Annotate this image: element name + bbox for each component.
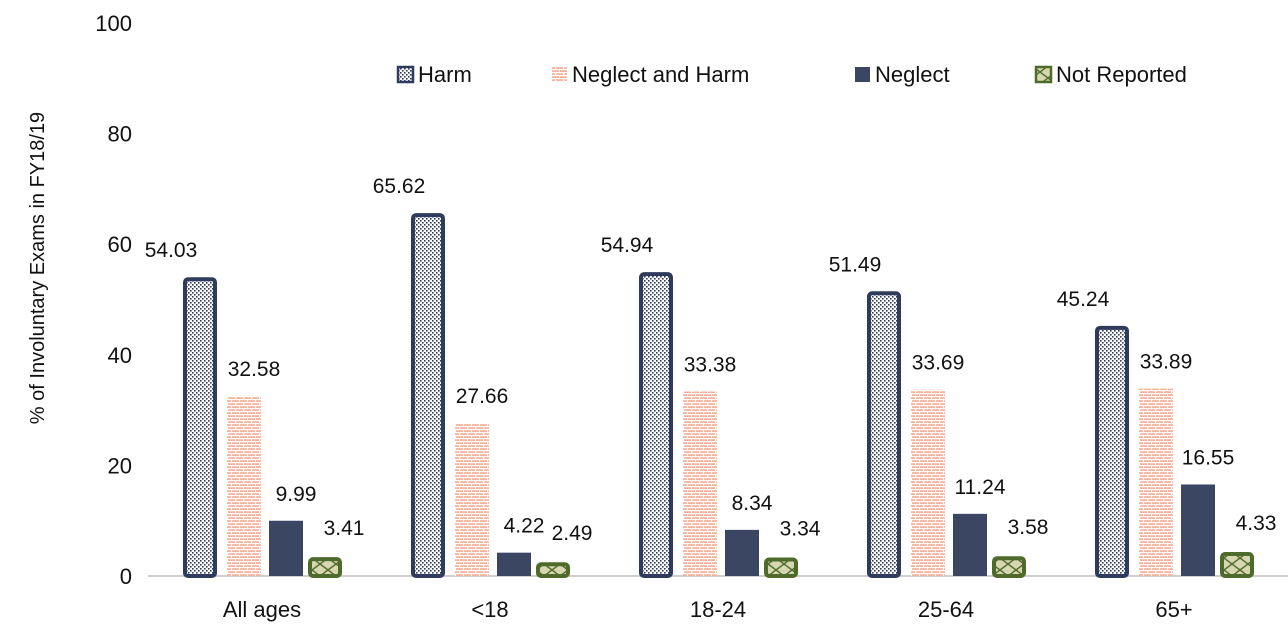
data-label: 9.99 — [276, 483, 317, 506]
legend-label: Neglect and Harm — [572, 62, 749, 87]
y-tick-label: 100 — [95, 11, 132, 36]
data-label: 54.94 — [601, 234, 654, 257]
y-tick-label: 0 — [120, 564, 132, 589]
data-label: 3.41 — [324, 517, 365, 540]
data-label: 32.58 — [228, 358, 281, 381]
bar-neglect-3 — [953, 513, 987, 576]
data-label: 33.89 — [1140, 351, 1193, 374]
bar-neglect-and-harm-2 — [683, 391, 717, 576]
data-label: 51.49 — [829, 253, 882, 276]
bar-neglect-and-harm-1 — [455, 423, 489, 576]
bar-neglect-1 — [497, 552, 531, 576]
bar-harm-3 — [867, 291, 901, 578]
x-tick-label: 18-24 — [690, 597, 746, 622]
legend-swatch-harm — [396, 65, 415, 84]
x-tick-label: <18 — [471, 597, 508, 622]
data-label: 3.34 — [780, 518, 821, 541]
data-label: 45.24 — [1057, 288, 1110, 311]
x-tick-label: 25-64 — [918, 597, 974, 622]
legend-label: Harm — [418, 62, 472, 87]
y-tick-label: 80 — [108, 122, 132, 147]
legend-swatch-not-reported — [1034, 65, 1053, 84]
data-label: 16.55 — [1182, 446, 1235, 469]
y-tick-label: 40 — [108, 343, 132, 368]
bar-neglect-and-harm-3 — [911, 389, 945, 576]
legend-swatch-neglect — [855, 67, 870, 82]
data-label: 8.34 — [732, 492, 773, 515]
data-label: 2.49 — [552, 522, 593, 545]
bar-not-reported-4 — [1220, 552, 1254, 579]
bar-neglect-4 — [1181, 484, 1215, 576]
x-tick-label: All ages — [223, 597, 301, 622]
y-tick-label: 60 — [108, 232, 132, 257]
bar-not-reported-1 — [536, 562, 570, 578]
bar-not-reported-0 — [308, 557, 342, 578]
bar-harm-1 — [411, 213, 445, 578]
data-label: 33.38 — [684, 353, 737, 376]
legend-label: Not Reported — [1056, 62, 1187, 87]
data-label: 27.66 — [456, 385, 509, 408]
bar-harm-0 — [183, 277, 217, 578]
legend-swatch-neglect-and-harm — [552, 67, 567, 82]
bar-neglect-and-harm-4 — [1139, 388, 1173, 576]
data-label: 33.69 — [912, 352, 965, 375]
data-label: 3.58 — [1008, 516, 1049, 539]
bar-neglect-and-harm-0 — [227, 395, 261, 576]
x-tick-label: 65+ — [1155, 597, 1192, 622]
bar-neglect-2 — [725, 529, 759, 576]
data-label: 54.03 — [145, 239, 198, 262]
y-tick-label: 20 — [108, 453, 132, 478]
bar-not-reported-3 — [992, 556, 1026, 578]
data-label: 65.62 — [373, 175, 426, 198]
y-axis-title: % of Involuntary Exams in FY18/19 — [27, 112, 49, 424]
bar-harm-2 — [639, 272, 673, 578]
data-label: 4.22 — [504, 515, 545, 538]
data-label: 4.33 — [1236, 512, 1277, 535]
bar-harm-4 — [1095, 325, 1129, 579]
data-label: 11.24 — [955, 476, 1006, 499]
bar-neglect-0 — [269, 520, 303, 576]
legend-label: Neglect — [875, 62, 950, 87]
bar-not-reported-2 — [764, 557, 798, 578]
